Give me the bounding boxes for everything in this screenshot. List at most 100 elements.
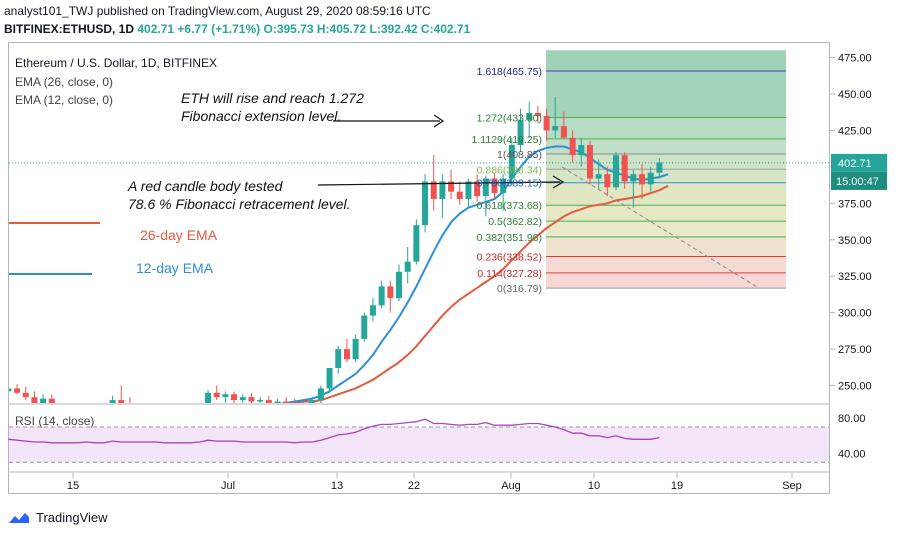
fib-level-label: 0.786(389.15) (477, 178, 542, 190)
candle-body (9, 388, 12, 392)
y-axis-tick-label: 250.00 (838, 381, 872, 393)
candle-body (482, 178, 489, 197)
symbol-quote-line: BITFINEX:ETHUSD, 1D 402.71 +6.77 (+1.71%… (4, 22, 470, 36)
candle-body (109, 400, 116, 403)
symbol: BITFINEX:ETHUSD, 1D (4, 22, 135, 36)
fib-zone (546, 138, 786, 154)
arrow-red-candle (317, 181, 561, 186)
fib-zone (546, 71, 786, 118)
candle-body (413, 225, 420, 262)
fib-level-label: 1.618(465.75) (477, 66, 542, 78)
candle-body (430, 181, 437, 199)
fib-zone (546, 272, 786, 289)
ema26-legend[interactable]: EMA (26, close, 0) (15, 75, 114, 89)
fib-level-label: 0.886(398.34) (477, 164, 542, 176)
candle-body (404, 261, 411, 272)
ema12-legend[interactable]: EMA (12, close, 0) (15, 93, 114, 107)
rsi-legend[interactable]: RSI (14, close) (15, 414, 95, 428)
candle-body (552, 126, 559, 131)
fib-zone (546, 221, 786, 237)
last-price-badge (831, 153, 887, 172)
ema26-line (280, 184, 669, 403)
rsi-band (9, 427, 829, 463)
candle-body (48, 398, 55, 403)
candle-body (248, 397, 255, 402)
y-axis-tick-label: 450.00 (838, 89, 872, 101)
tradingview-brand[interactable]: TradingView (8, 510, 108, 525)
fib-level-label: 0(316.79) (497, 283, 542, 295)
candle-body (491, 178, 498, 194)
candle-body (586, 145, 593, 179)
fib-zone (546, 169, 786, 183)
fib-zone (546, 205, 786, 222)
candle-body (534, 112, 541, 116)
candle-body (205, 392, 212, 403)
candle-body (31, 397, 38, 403)
fib-level-label: 0.618(373.68) (477, 200, 542, 212)
y-axis-tick-label: 425.00 (838, 125, 872, 137)
fib-level-label: 1(408.85) (497, 149, 542, 161)
candle-body (326, 368, 333, 389)
candle-body (40, 398, 47, 403)
candle-body (396, 271, 402, 299)
candle-body (179, 412, 185, 416)
price-pane (9, 50, 829, 418)
ohlc-values: O:395.73 H:405.72 L:392.42 C:402.71 (263, 22, 471, 36)
chart-frame (8, 42, 830, 494)
candle-body (352, 338, 359, 360)
candle-body (257, 400, 264, 402)
candle-body (517, 120, 524, 146)
candle-body (361, 315, 368, 339)
fib-zone (546, 256, 786, 273)
fib-trend-line (561, 166, 757, 287)
arrow-red-candle-head (552, 175, 565, 189)
candle-body (196, 409, 202, 413)
candle-body (595, 174, 602, 179)
candle-body (639, 174, 646, 185)
candle-body (274, 401, 281, 403)
y-axis-tick-label: 475.00 (838, 53, 872, 65)
candle-body (439, 181, 446, 199)
candle-body (369, 305, 376, 316)
candle-body (526, 112, 533, 121)
candle-body (578, 145, 585, 156)
rsi-line (8, 418, 660, 444)
fib-level-label: 1.1129(419.25) (472, 134, 542, 146)
candle-body (153, 410, 159, 413)
candle-body (508, 145, 515, 179)
x-axis-tick-label: 13 (331, 480, 343, 492)
candle-body (560, 126, 567, 138)
x-axis-tick-label: Aug (501, 480, 521, 492)
candle-body (378, 286, 385, 306)
fib-zone (546, 117, 786, 139)
fib-zone (546, 182, 786, 206)
candle-body (387, 286, 394, 299)
candle-body (621, 155, 628, 182)
brand-name: TradingView (36, 510, 108, 525)
candle-body (647, 172, 654, 185)
candle-body (474, 181, 481, 197)
candle-body (231, 394, 238, 401)
x-axis-tick-label: 10 (588, 480, 600, 492)
y-axis-tick-label: 375.00 (838, 198, 872, 210)
y-axis-tick-label: 350.00 (838, 235, 872, 247)
tradingview-logo-icon (9, 512, 29, 523)
candle-body (213, 392, 220, 398)
arrow-fib-ext-head (433, 114, 445, 128)
candle-body (335, 349, 342, 369)
x-axis-tick-label: 22 (408, 480, 420, 492)
candle-body (222, 394, 229, 398)
candle-body (569, 137, 576, 156)
publish-info: analyst101_TWJ published on TradingView.… (4, 4, 431, 18)
candle-body (162, 410, 168, 414)
countdown-badge-text: 15:00:47 (836, 176, 879, 188)
annotation-fib-ext: Fibonacci extension level. (181, 108, 341, 124)
candle-body (101, 415, 107, 418)
candle-body (465, 181, 472, 199)
candle-body (265, 400, 272, 403)
candle-body (422, 181, 429, 226)
candle-body (448, 181, 455, 192)
y-axis-tick-label: 300.00 (838, 308, 872, 320)
fib-level-label: 0.382(351.96) (477, 232, 542, 244)
